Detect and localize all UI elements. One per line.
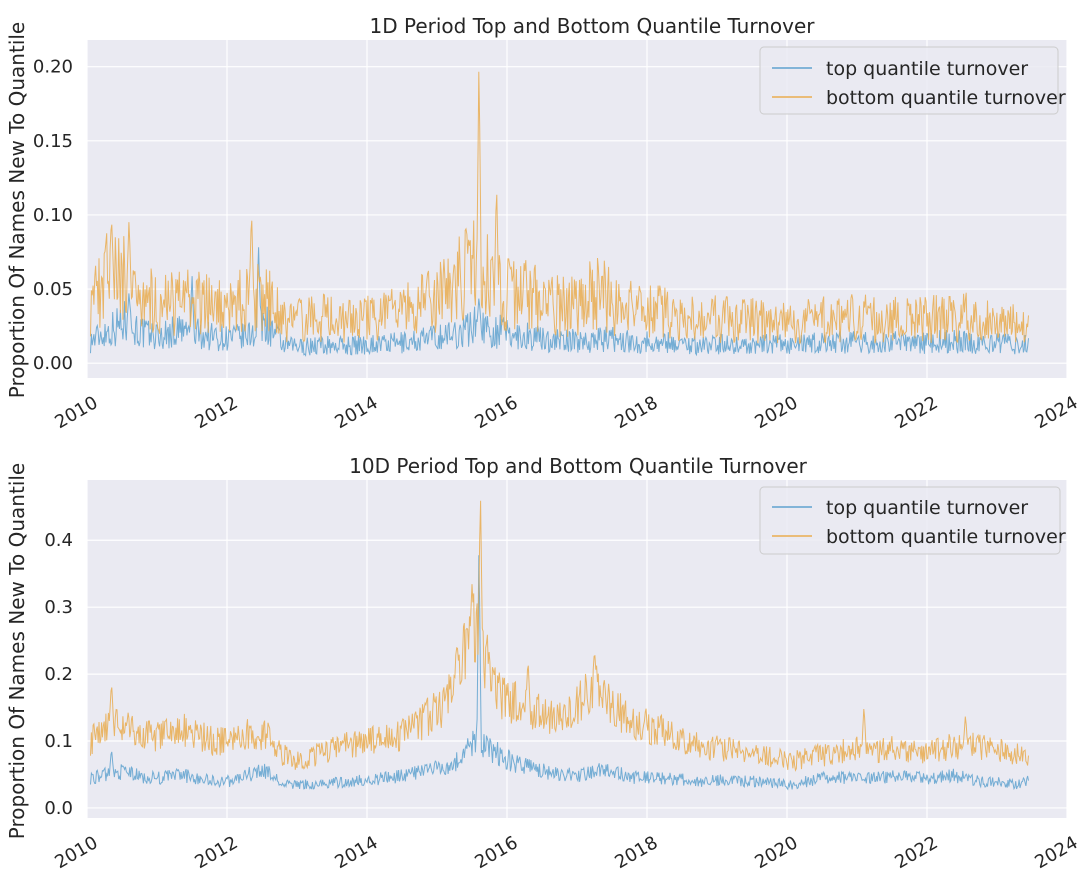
y-axis-label: Proportion Of Names New To Quantile: [5, 22, 29, 398]
y-tick-label: 0.20: [33, 57, 73, 78]
x-tick-label: 2024: [1031, 832, 1080, 873]
chart-1d-turnover: 1D Period Top and Bottom Quantile Turnov…: [5, 14, 1080, 433]
x-tick-label: 2010: [51, 392, 101, 433]
series-line-top: [90, 247, 1029, 357]
x-tick-label: 2012: [191, 832, 241, 873]
y-tick-label: 0.3: [44, 597, 73, 618]
x-tick-label: 2014: [331, 832, 381, 873]
y-tick-label: 0.10: [33, 205, 73, 226]
x-tick-label: 2022: [891, 832, 941, 873]
series-line-bottom: [90, 500, 1029, 772]
x-tick-label: 2016: [471, 392, 521, 433]
y-tick-label: 0.0: [44, 798, 73, 819]
legend-label-bottom: bottom quantile turnover: [826, 526, 1066, 548]
legend-box: [759, 46, 1059, 115]
legend-label-top: top quantile turnover: [826, 497, 1028, 519]
x-tick-label: 2018: [611, 392, 661, 433]
legend-label-bottom: bottom quantile turnover: [826, 87, 1066, 109]
x-tick-label: 2022: [891, 392, 941, 433]
x-tick-label: 2018: [611, 832, 661, 873]
y-tick-label: 0.05: [33, 279, 73, 300]
y-tick-label: 0.4: [44, 530, 73, 551]
series-line-bottom: [90, 71, 1029, 345]
x-tick-label: 2016: [471, 832, 521, 873]
x-tick-label: 2010: [51, 832, 101, 873]
x-tick-label: 2020: [751, 832, 801, 873]
x-tick-label: 2024: [1031, 392, 1080, 433]
y-tick-label: 0.2: [44, 664, 73, 685]
chart-title: 10D Period Top and Bottom Quantile Turno…: [349, 454, 807, 478]
chart-10d-turnover: 10D Period Top and Bottom Quantile Turno…: [5, 454, 1080, 873]
legend-box: [759, 486, 1061, 555]
y-tick-label: 0.15: [33, 131, 73, 152]
x-tick-label: 2020: [751, 392, 801, 433]
chart-title: 1D Period Top and Bottom Quantile Turnov…: [370, 14, 816, 38]
x-tick-label: 2012: [191, 392, 241, 433]
legend: top quantile turnover bottom quantile tu…: [759, 46, 1066, 115]
x-tick-label: 2014: [331, 392, 381, 433]
series-line-top: [90, 555, 1029, 791]
y-tick-label: 0.00: [33, 353, 73, 374]
legend-label-top: top quantile turnover: [826, 58, 1028, 80]
y-axis-label: Proportion Of Names New To Quantile: [5, 463, 29, 839]
y-tick-label: 0.1: [44, 731, 73, 752]
legend: top quantile turnover bottom quantile tu…: [759, 486, 1066, 555]
